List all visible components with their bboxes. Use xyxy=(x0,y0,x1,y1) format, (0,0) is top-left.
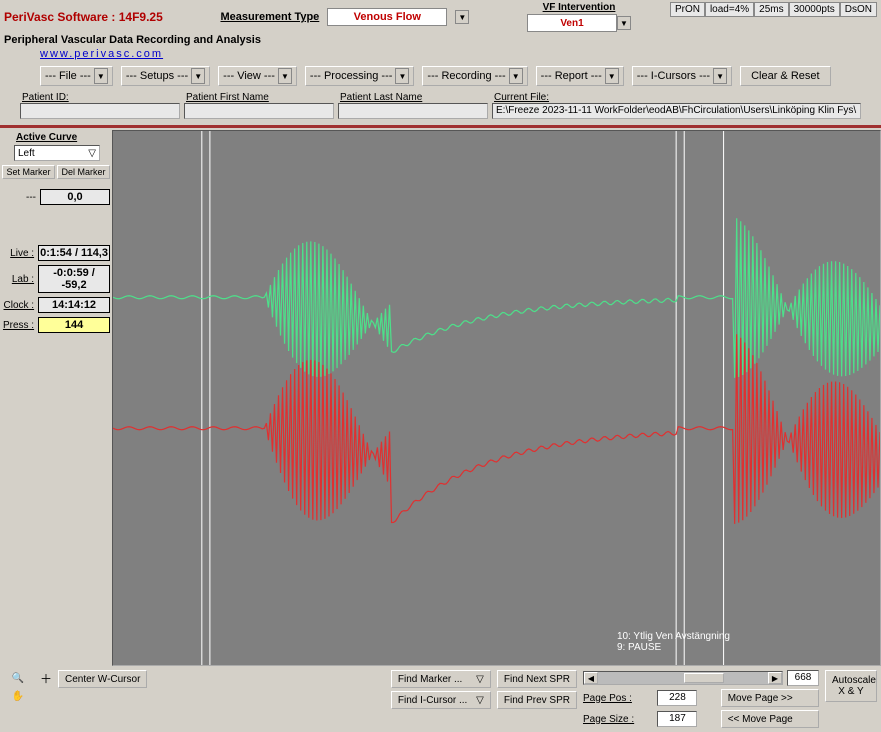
zoom-icon[interactable]: 🔍 xyxy=(10,670,26,686)
plus-icon[interactable]: ＋ xyxy=(40,670,52,687)
measurement-type-value: Venous Flow xyxy=(354,11,421,23)
clock-value: 14:14:12 xyxy=(38,297,110,313)
clock-label: Clock : xyxy=(2,300,34,311)
status-pron: PrON xyxy=(670,2,705,17)
app-title: PeriVasc Software : 14F9.25 xyxy=(4,10,163,24)
hand-icon[interactable]: ✋ xyxy=(10,688,26,704)
processing-menu[interactable]: --- Processing ---▼ xyxy=(305,66,415,86)
chevron-down-icon: ▽ xyxy=(476,674,484,685)
press-label: Press : xyxy=(2,320,34,331)
intervention-label: VF Intervention xyxy=(543,2,616,13)
divider xyxy=(0,125,881,128)
find-marker-button[interactable]: Find Marker ...▽ xyxy=(391,670,491,688)
find-prev-spr-button[interactable]: Find Prev SPR xyxy=(497,691,577,709)
press-value: 144 xyxy=(38,317,110,333)
dash-value: 0,0 xyxy=(40,189,110,205)
current-file-field[interactable]: E:\Freeze 2023-11-11 WorkFolder\eodAB\Fh… xyxy=(492,103,861,119)
intervention-caret[interactable]: ▼ xyxy=(617,16,631,30)
scroll-thumb[interactable] xyxy=(684,673,724,683)
clear-reset-button[interactable]: Clear & Reset xyxy=(740,66,830,86)
center-wcursor-button[interactable]: Center W-Cursor xyxy=(58,670,147,688)
active-curve-select[interactable]: Left ▽ xyxy=(14,145,100,161)
chevron-down-icon: ▽ xyxy=(88,148,96,159)
file-menu[interactable]: --- File ---▼ xyxy=(40,66,113,86)
view-menu[interactable]: --- View ---▼ xyxy=(218,66,297,86)
page-scrollbar[interactable]: ◀ ▶ xyxy=(583,671,783,685)
lab-label: Lab : xyxy=(2,274,34,285)
chevron-down-icon: ▼ xyxy=(395,68,409,84)
chevron-down-icon: ▽ xyxy=(476,695,484,706)
dash-label: --- xyxy=(2,192,36,203)
chevron-down-icon: ▼ xyxy=(713,68,727,84)
chevron-down-icon: ▼ xyxy=(509,68,523,84)
status-ms: 25ms xyxy=(754,2,788,17)
page-size-value[interactable]: 187 xyxy=(657,711,697,727)
intervention-value: Ven1 xyxy=(560,18,583,29)
page-pos-value[interactable]: 228 xyxy=(657,690,697,706)
waveform-chart[interactable]: 10: Ytlig Ven Avstängning 9: PAUSE xyxy=(112,130,881,666)
del-marker-button[interactable]: Del Marker xyxy=(57,165,110,179)
live-label: Live : xyxy=(2,248,34,259)
chart-overlay-text: 10: Ytlig Ven Avstängning 9: PAUSE xyxy=(617,631,730,653)
measurement-type-caret[interactable]: ▼ xyxy=(455,10,469,24)
status-bar: PrON load=4% 25ms 30000pts DsON xyxy=(670,2,877,17)
lab-value: -0:0:59 / -59,2 xyxy=(38,265,110,293)
icursors-menu[interactable]: --- I-Cursors ---▼ xyxy=(632,66,732,86)
move-page-back-button[interactable]: << Move Page xyxy=(721,710,819,728)
current-file-label: Current File: xyxy=(492,92,861,103)
side-panel: Active Curve Left ▽ Set Marker Del Marke… xyxy=(0,130,112,666)
scroll-right-icon[interactable]: ▶ xyxy=(768,672,782,684)
set-marker-button[interactable]: Set Marker xyxy=(2,165,55,179)
measurement-type-select[interactable]: Venous Flow xyxy=(327,8,447,26)
recording-menu[interactable]: --- Recording ---▼ xyxy=(422,66,527,86)
scroll-max-value: 668 xyxy=(787,670,819,686)
find-icursor-button[interactable]: Find I-Cursor ...▽ xyxy=(391,691,491,709)
report-menu[interactable]: --- Report ---▼ xyxy=(536,66,624,86)
find-next-spr-button[interactable]: Find Next SPR xyxy=(497,670,577,688)
patient-id-label: Patient ID: xyxy=(20,92,180,103)
website-link[interactable]: www.perivasc.com xyxy=(40,48,163,60)
main-toolbar: --- File ---▼ --- Setups ---▼ --- View -… xyxy=(0,62,881,90)
page-size-label: Page Size : xyxy=(583,714,653,725)
patient-fname-label: Patient First Name xyxy=(184,92,334,103)
patient-lname-field[interactable] xyxy=(338,103,488,119)
chevron-down-icon: ▼ xyxy=(278,68,292,84)
patient-fname-field[interactable] xyxy=(184,103,334,119)
move-page-fwd-button[interactable]: Move Page >> xyxy=(721,689,819,707)
live-value: 0:1:54 / 114,3 xyxy=(38,245,110,261)
chevron-down-icon: ▼ xyxy=(191,68,205,84)
chevron-down-icon: ▼ xyxy=(94,68,108,84)
chevron-down-icon: ▼ xyxy=(605,68,619,84)
active-curve-label: Active Curve xyxy=(2,132,110,143)
autoscale-button[interactable]: Autoscale X & Y xyxy=(825,670,877,702)
measurement-type-label: Measurement Type xyxy=(220,11,319,23)
intervention-select[interactable]: Ven1 xyxy=(527,14,617,32)
patient-lname-label: Patient Last Name xyxy=(338,92,488,103)
patient-id-field[interactable] xyxy=(20,103,180,119)
app-subtitle: Peripheral Vascular Data Recording and A… xyxy=(4,34,261,46)
setups-menu[interactable]: --- Setups ---▼ xyxy=(121,66,210,86)
status-load: load=4% xyxy=(705,2,754,17)
page-pos-label: Page Pos : xyxy=(583,693,653,704)
status-dson: DsON xyxy=(840,2,877,17)
status-pts: 30000pts xyxy=(789,2,840,17)
scroll-left-icon[interactable]: ◀ xyxy=(584,672,598,684)
